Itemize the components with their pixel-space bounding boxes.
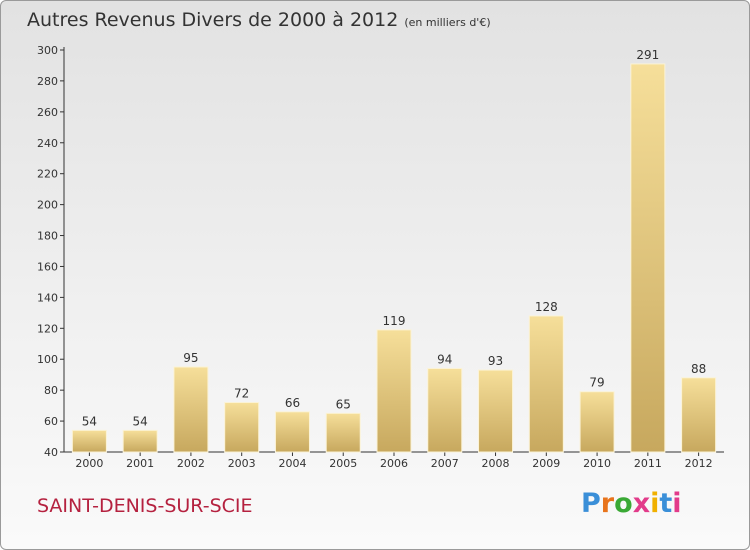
value-label-2012: 88: [691, 362, 706, 376]
x-tick-label: 2012: [685, 457, 713, 470]
x-tick-label: 2001: [126, 457, 154, 470]
bar-2005: [325, 412, 361, 453]
bar-2006: [376, 329, 412, 453]
chart-title-main: Autres Revenus Divers de 2000 à 2012: [27, 9, 399, 31]
logo-letter: P: [581, 488, 601, 519]
value-label-2010: 79: [589, 376, 604, 390]
value-label-2002: 95: [183, 351, 198, 365]
logo-letter: t: [659, 488, 673, 519]
value-label-2005: 65: [336, 397, 351, 411]
y-tick-label: 260: [37, 106, 58, 119]
x-tick-label: 2006: [380, 457, 408, 470]
x-tick-label: 2008: [482, 457, 510, 470]
value-label-2011: 291: [636, 48, 659, 62]
value-label-2006: 119: [383, 314, 406, 328]
bars: [71, 63, 717, 453]
value-label-2009: 128: [535, 300, 558, 314]
bar-2003: [224, 402, 260, 453]
x-tick-label: 2009: [532, 457, 560, 470]
y-tick-label: 240: [37, 137, 58, 150]
y-tick-label: 180: [37, 230, 58, 243]
bar-2012: [681, 377, 717, 453]
bar-2004: [274, 411, 310, 453]
value-label-2001: 54: [133, 414, 148, 428]
y-tick-label: 220: [37, 168, 58, 181]
y-tick-label: 80: [44, 384, 58, 397]
value-label-2003: 72: [234, 387, 249, 401]
value-label-2007: 94: [437, 353, 452, 367]
x-tick-label: 2007: [431, 457, 459, 470]
y-tick-label: 280: [37, 75, 58, 88]
x-tick-label: 2003: [228, 457, 256, 470]
bar-2011: [630, 63, 666, 453]
bar-2002: [173, 366, 209, 453]
y-tick-label: 40: [44, 446, 58, 459]
y-tick-label: 160: [37, 260, 58, 273]
value-label-2000: 54: [82, 414, 97, 428]
x-tick-label: 2002: [177, 457, 205, 470]
proxiti-logo: Proxiti: [581, 488, 682, 519]
bar-2010: [579, 391, 615, 453]
value-labels: 54 54 95 72 66 65 119 94 93 128 79 291 88: [82, 48, 707, 428]
y-tick-label: 120: [37, 322, 58, 335]
y-tick-label: 300: [37, 44, 58, 57]
bar-2001: [122, 429, 158, 453]
x-tick-label: 2000: [75, 457, 103, 470]
logo-letter: o: [614, 488, 633, 519]
logo-letter: i: [650, 488, 660, 519]
x-tick-label: 2004: [278, 457, 306, 470]
bar-2009: [528, 315, 564, 453]
bar-2000: [71, 429, 107, 453]
logo-letter: i: [672, 488, 682, 519]
chart-subtitle: (en milliers d'€): [404, 16, 491, 29]
chart-title: Autres Revenus Divers de 2000 à 2012 (en …: [27, 9, 491, 31]
y-tick-label: 100: [37, 353, 58, 366]
y-tick-label: 60: [44, 415, 58, 428]
x-tick-label: 2011: [634, 457, 662, 470]
x-tick-label: 2010: [583, 457, 611, 470]
bar-2007: [427, 368, 463, 453]
y-tick-label: 200: [37, 199, 58, 212]
city-name: SAINT-DENIS-SUR-SCIE: [37, 495, 253, 517]
bar-2008: [478, 369, 514, 453]
logo-letter: x: [632, 488, 651, 519]
x-tick-label: 2005: [329, 457, 357, 470]
logo-letter: r: [600, 488, 615, 519]
value-label-2008: 93: [488, 354, 503, 368]
value-label-2004: 66: [285, 396, 300, 410]
y-tick-label: 140: [37, 291, 58, 304]
